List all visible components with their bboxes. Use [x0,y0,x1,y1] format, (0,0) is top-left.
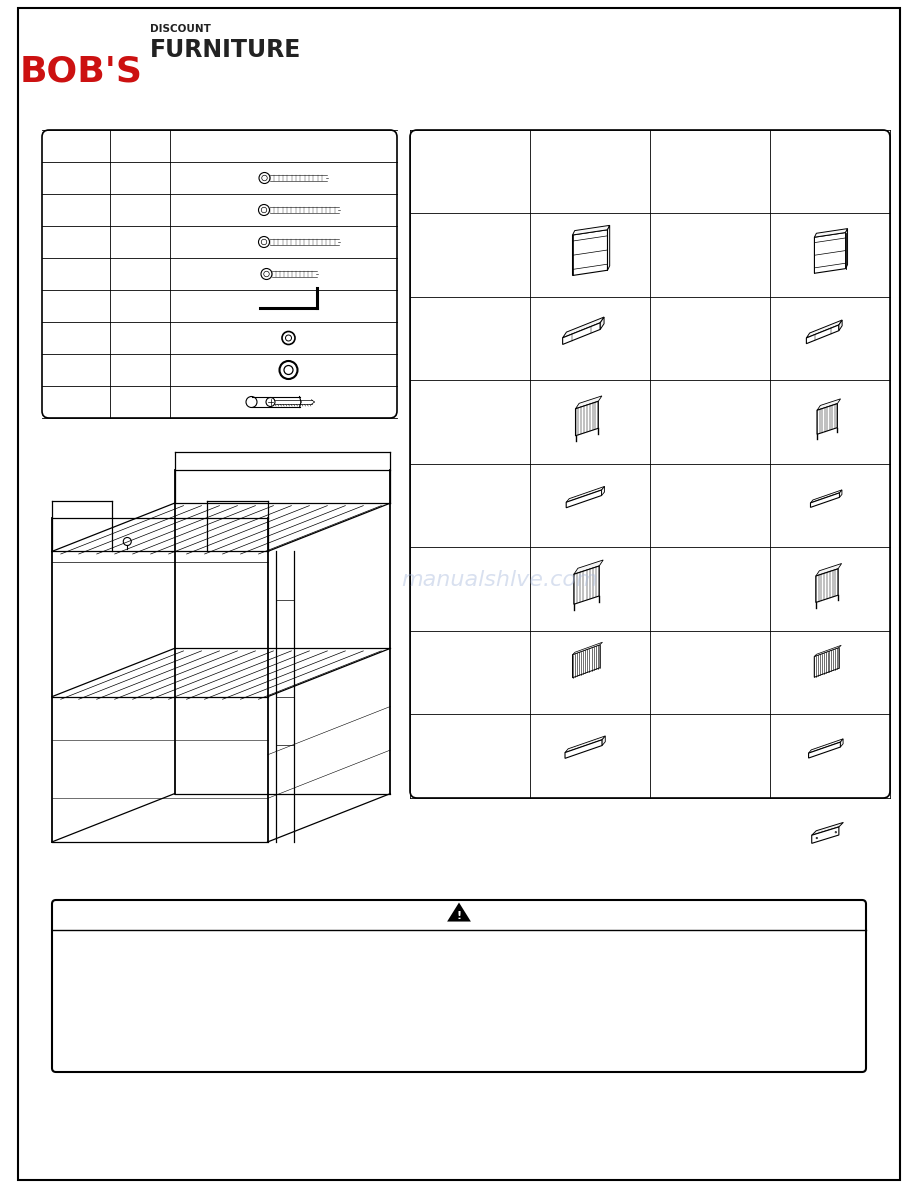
Circle shape [261,268,272,279]
Polygon shape [840,739,843,747]
Polygon shape [573,643,602,655]
Polygon shape [809,742,840,758]
Polygon shape [812,827,839,843]
Polygon shape [563,317,604,337]
Polygon shape [565,740,602,758]
Polygon shape [814,228,847,238]
Polygon shape [811,489,842,503]
Text: FURNITURE: FURNITURE [150,38,301,62]
Circle shape [279,361,297,379]
Polygon shape [814,645,841,657]
Circle shape [285,335,292,341]
Text: !: ! [456,911,462,921]
Circle shape [246,397,257,407]
Polygon shape [608,226,610,270]
Circle shape [262,176,267,181]
Polygon shape [566,486,605,503]
Polygon shape [573,645,600,677]
Polygon shape [566,489,601,507]
Text: DISCOUNT: DISCOUNT [150,24,211,34]
Text: manualshlve.com: manualshlve.com [402,570,599,590]
Polygon shape [812,822,844,835]
Circle shape [259,204,270,215]
Polygon shape [814,647,839,677]
Polygon shape [576,396,602,409]
Polygon shape [811,493,839,507]
Circle shape [262,239,267,245]
Circle shape [282,331,295,345]
Circle shape [123,537,131,545]
Polygon shape [563,323,600,345]
Polygon shape [839,489,842,498]
Polygon shape [809,739,843,753]
Circle shape [266,398,275,406]
Circle shape [259,236,270,247]
Circle shape [263,271,269,277]
Polygon shape [839,320,842,330]
Polygon shape [600,317,604,329]
Polygon shape [816,563,842,576]
Polygon shape [573,226,610,235]
Polygon shape [565,735,605,752]
Polygon shape [573,229,608,276]
Text: BOB'S: BOB'S [20,53,143,88]
Polygon shape [845,228,847,268]
Circle shape [816,838,818,839]
Polygon shape [449,904,469,921]
Polygon shape [806,326,839,343]
Polygon shape [814,233,845,273]
Polygon shape [601,486,605,495]
Polygon shape [602,735,605,746]
Polygon shape [574,565,599,605]
Polygon shape [816,569,838,602]
Polygon shape [817,404,837,435]
Polygon shape [574,560,603,574]
Circle shape [835,832,836,833]
Circle shape [259,172,270,183]
Polygon shape [817,399,841,410]
Circle shape [262,207,267,213]
Polygon shape [806,320,842,337]
Polygon shape [576,402,599,436]
Circle shape [284,366,293,374]
